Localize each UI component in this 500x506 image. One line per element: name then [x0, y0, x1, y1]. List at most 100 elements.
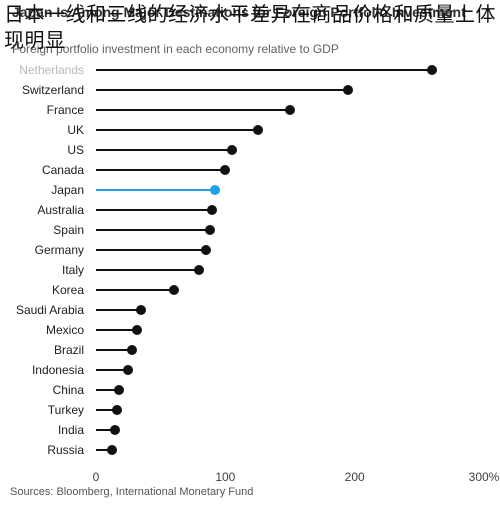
chart-row: Italy	[0, 260, 500, 280]
row-label: Spain	[0, 223, 90, 237]
row-label: China	[0, 383, 90, 397]
chart-row: Brazil	[0, 340, 500, 360]
lollipop-stem	[96, 329, 137, 331]
chart-row: Japan	[0, 180, 500, 200]
lollipop-stem	[96, 249, 206, 251]
chart-row: Germany	[0, 240, 500, 260]
lollipop-dot	[343, 85, 353, 95]
row-label: India	[0, 423, 90, 437]
row-label: Saudi Arabia	[0, 303, 90, 317]
lollipop-dot	[110, 425, 120, 435]
lollipop-stem	[96, 149, 232, 151]
row-plot	[96, 200, 484, 220]
row-plot	[96, 120, 484, 140]
row-label: Turkey	[0, 403, 90, 417]
row-plot	[96, 300, 484, 320]
row-label: Canada	[0, 163, 90, 177]
lollipop-stem	[96, 229, 210, 231]
row-plot	[96, 140, 484, 160]
lollipop-stem	[96, 169, 225, 171]
row-plot	[96, 440, 484, 460]
lollipop-dot	[107, 445, 117, 455]
overlay-caption: 日本一线和三线的经济水平差异在商品价格和质量上体现明显	[0, 0, 500, 54]
x-axis-tick: 0	[93, 470, 100, 484]
row-label: Brazil	[0, 343, 90, 357]
lollipop-stem	[96, 89, 348, 91]
lollipop-stem	[96, 69, 432, 71]
row-plot	[96, 420, 484, 440]
chart-row: Switzerland	[0, 80, 500, 100]
row-plot	[96, 400, 484, 420]
row-plot	[96, 320, 484, 340]
row-label: Japan	[0, 183, 90, 197]
chart-row: US	[0, 140, 500, 160]
chart-row: China	[0, 380, 500, 400]
row-label: Australia	[0, 203, 90, 217]
lollipop-stem	[96, 289, 174, 291]
row-plot	[96, 220, 484, 240]
lollipop-dot	[253, 125, 263, 135]
chart-row: Mexico	[0, 320, 500, 340]
chart-row: Russia	[0, 440, 500, 460]
lollipop-dot	[136, 305, 146, 315]
x-axis-tick: 300%	[469, 470, 500, 484]
lollipop-dot	[285, 105, 295, 115]
row-label: Korea	[0, 283, 90, 297]
row-plot	[96, 180, 484, 200]
row-label: Italy	[0, 263, 90, 277]
row-label: France	[0, 103, 90, 117]
chart-row: Canada	[0, 160, 500, 180]
row-plot	[96, 100, 484, 120]
page-root: Japan Is Among Major Destinations for Fo…	[0, 0, 500, 506]
row-plot	[96, 340, 484, 360]
row-label: Netherlands	[0, 63, 90, 77]
row-label: Russia	[0, 443, 90, 457]
row-label: Germany	[0, 243, 90, 257]
lollipop-stem	[96, 309, 141, 311]
lollipop-dot	[427, 65, 437, 75]
lollipop-stem	[96, 269, 199, 271]
row-plot	[96, 60, 484, 80]
row-label: Mexico	[0, 323, 90, 337]
lollipop-stem	[96, 209, 212, 211]
chart-row: Spain	[0, 220, 500, 240]
lollipop-stem	[96, 129, 258, 131]
chart-row: France	[0, 100, 500, 120]
x-axis-tick: 100	[215, 470, 235, 484]
chart-row: UK	[0, 120, 500, 140]
lollipop-stem	[96, 109, 290, 111]
chart-row: Turkey	[0, 400, 500, 420]
lollipop-dot	[114, 385, 124, 395]
lollipop-chart: 0100200300% NetherlandsSwitzerlandFrance…	[0, 60, 500, 460]
lollipop-dot	[201, 245, 211, 255]
lollipop-dot	[194, 265, 204, 275]
x-axis: 0100200300%	[96, 466, 484, 467]
lollipop-dot	[207, 205, 217, 215]
lollipop-dot	[169, 285, 179, 295]
row-plot	[96, 280, 484, 300]
row-plot	[96, 360, 484, 380]
lollipop-dot	[127, 345, 137, 355]
row-label: US	[0, 143, 90, 157]
chart-row: Netherlands	[0, 60, 500, 80]
chart-row: India	[0, 420, 500, 440]
row-label: Switzerland	[0, 83, 90, 97]
chart-sources: Sources: Bloomberg, International Moneta…	[10, 486, 253, 498]
lollipop-dot	[210, 185, 220, 195]
lollipop-dot	[112, 405, 122, 415]
chart-row: Korea	[0, 280, 500, 300]
row-label: Indonesia	[0, 363, 90, 377]
row-plot	[96, 240, 484, 260]
chart-row: Saudi Arabia	[0, 300, 500, 320]
row-plot	[96, 260, 484, 280]
lollipop-dot	[132, 325, 142, 335]
lollipop-dot	[123, 365, 133, 375]
lollipop-dot	[227, 145, 237, 155]
row-plot	[96, 380, 484, 400]
x-axis-tick: 200	[345, 470, 365, 484]
row-label: UK	[0, 123, 90, 137]
lollipop-dot	[220, 165, 230, 175]
row-plot	[96, 160, 484, 180]
row-plot	[96, 80, 484, 100]
chart-row: Indonesia	[0, 360, 500, 380]
